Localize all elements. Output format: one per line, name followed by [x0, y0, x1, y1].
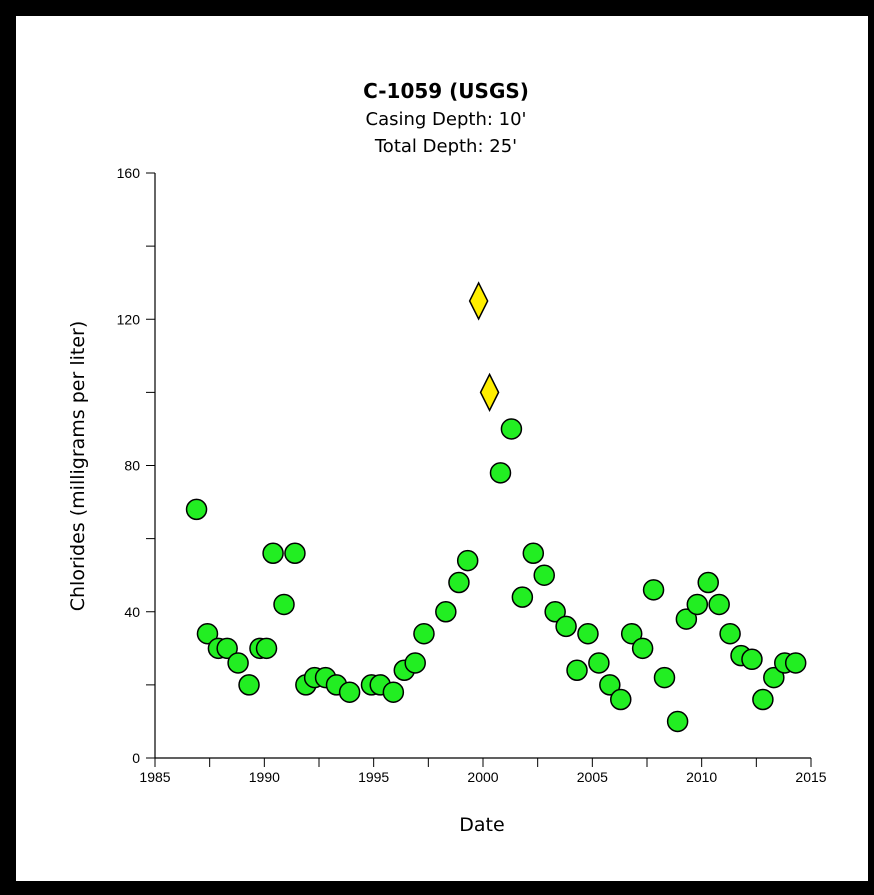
y-tick-label: 80 [124, 458, 140, 474]
data-point-circle [763, 666, 785, 689]
chart-title: C-1059 (USGS) [363, 79, 529, 103]
y-axis-label: Chlorides (milligrams per liter) [67, 321, 89, 612]
data-point-circle [185, 498, 208, 521]
data-point-circle [227, 652, 249, 674]
data-point-circle [404, 652, 426, 674]
x-tick-label: 2005 [577, 769, 608, 785]
data-points [185, 281, 807, 733]
chart-subtitle-total: Total Depth: 25' [374, 136, 517, 157]
chart-subtitle-casing: Casing Depth: 10' [366, 109, 527, 130]
x-tick-label: 2010 [686, 769, 717, 785]
x-axis-label: Date [459, 814, 504, 836]
data-point-circle [413, 622, 435, 645]
data-point-circle [522, 542, 545, 564]
data-point-circle [577, 622, 599, 645]
data-point-circle [273, 593, 295, 616]
data-point-circle [533, 564, 555, 586]
data-point-diamond [479, 372, 500, 413]
y-tick-label: 160 [117, 165, 141, 181]
data-point-circle [686, 593, 709, 616]
data-point-circle [631, 637, 654, 660]
data-point-circle [262, 542, 284, 564]
data-point-circle [555, 615, 577, 638]
data-point-circle [642, 579, 665, 601]
data-point-circle [489, 462, 512, 484]
data-point-diamond [468, 281, 489, 321]
data-point-circle [599, 674, 621, 696]
data-point-circle [456, 549, 479, 572]
data-point-circle [544, 601, 566, 623]
y-tick-label: 0 [132, 750, 140, 766]
x-tick-label: 1990 [249, 769, 280, 785]
data-point-circle [620, 622, 643, 645]
data-point-circle [255, 637, 278, 660]
data-point-circle [435, 601, 457, 623]
data-point-circle [511, 586, 534, 608]
data-point-circle [752, 688, 774, 711]
x-tick-label: 2000 [467, 769, 498, 785]
data-point-circle [610, 688, 632, 711]
data-point-circle [708, 593, 730, 616]
data-point-circle [338, 681, 361, 703]
x-tick-label: 1995 [358, 769, 389, 785]
y-tick-label: 40 [124, 604, 140, 620]
data-point-circle [500, 418, 523, 440]
x-tick-label: 2015 [795, 769, 826, 785]
axes: 0 40 80 120 160 1985 1990 1995 2000 2005 2010 2015 [117, 165, 827, 785]
data-point-circle [784, 652, 807, 674]
data-point-circle [238, 674, 260, 696]
data-point-circle [666, 710, 689, 733]
data-point-circle [284, 542, 306, 564]
data-point-circle [448, 571, 470, 594]
data-point-circle [697, 571, 719, 594]
data-point-circle [588, 652, 610, 674]
data-point-circle [653, 666, 676, 689]
data-point-circle [196, 622, 219, 645]
data-point-circle [741, 648, 763, 671]
data-point-circle [675, 608, 698, 630]
data-point-circle [719, 622, 741, 645]
y-tick-label: 120 [117, 311, 141, 327]
data-point-circle [382, 681, 405, 703]
data-point-circle [566, 659, 588, 681]
x-tick-label: 1985 [139, 769, 170, 785]
data-point-circle [216, 637, 238, 660]
